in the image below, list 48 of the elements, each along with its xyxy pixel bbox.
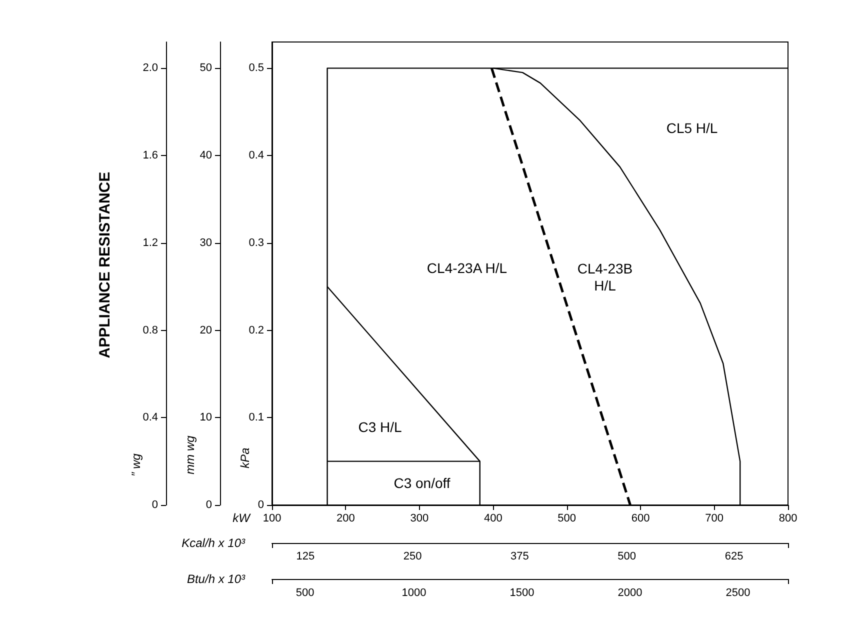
text: 0.8 [142, 324, 158, 336]
x2-tick-label: 500 [618, 550, 636, 562]
y2-tick-label: 10 [200, 412, 212, 424]
y2-tick-label: 30 [200, 236, 212, 249]
text: 1000 [402, 587, 426, 599]
y-tick-label: 0 [258, 499, 264, 511]
y-tick-label: 0.4 [248, 150, 264, 162]
x-tick-label: 800 [778, 512, 798, 524]
annotation: CL4-23A H/L [426, 260, 508, 276]
text: 1500 [510, 587, 534, 599]
annotation: C3 on/off [394, 475, 450, 491]
x2-tick-label: 125 [296, 550, 315, 562]
text: APPLIANCE RESISTANCE [96, 172, 114, 358]
x-tick-label: 100 [262, 512, 282, 524]
annotation: CL5 H/L [666, 120, 718, 136]
x2-axis-title: Kcal/h x 10³ [182, 536, 246, 550]
text: 500 [296, 587, 314, 599]
text: 0.4 [142, 412, 158, 424]
x2-tick-label: 250 [403, 550, 422, 562]
text: ″ wg [129, 453, 143, 476]
x-tick-label: 700 [705, 512, 724, 524]
y-axis-title: kPa [238, 447, 252, 468]
x-tick-label: 200 [336, 512, 355, 524]
text: 2500 [726, 587, 750, 599]
x-tick-label: 600 [631, 512, 650, 524]
text: 2000 [618, 587, 642, 599]
y2-tick-label: 0 [206, 499, 212, 511]
text: 0 [152, 499, 158, 511]
text: 2.0 [142, 62, 158, 74]
y2-tick-label: 50 [200, 62, 212, 74]
x-tick-label: 300 [410, 512, 429, 524]
text: 1.2 [142, 236, 158, 249]
annotation: C3 H/L [358, 419, 402, 435]
x-axis-title: kW [232, 511, 252, 525]
y-tick-label: 0.5 [248, 62, 264, 74]
y2-tick-label: 20 [200, 324, 212, 336]
x2-tick-label: 625 [724, 550, 744, 562]
y-tick-label: 0.3 [248, 236, 264, 249]
x2-tick-label: 375 [510, 550, 529, 562]
y-tick-label: 0.1 [248, 412, 264, 424]
x-tick-label: 400 [484, 512, 502, 524]
y2-tick-label: 40 [200, 150, 212, 162]
text: 1.6 [142, 150, 158, 162]
text: Btu/h x 10³ [186, 572, 246, 586]
x-tick-label: 500 [558, 512, 576, 524]
y-tick-label: 0.2 [248, 324, 264, 336]
y2-axis-title: mm wg [183, 435, 197, 474]
annotation: CL4-23B H/L [577, 260, 633, 294]
